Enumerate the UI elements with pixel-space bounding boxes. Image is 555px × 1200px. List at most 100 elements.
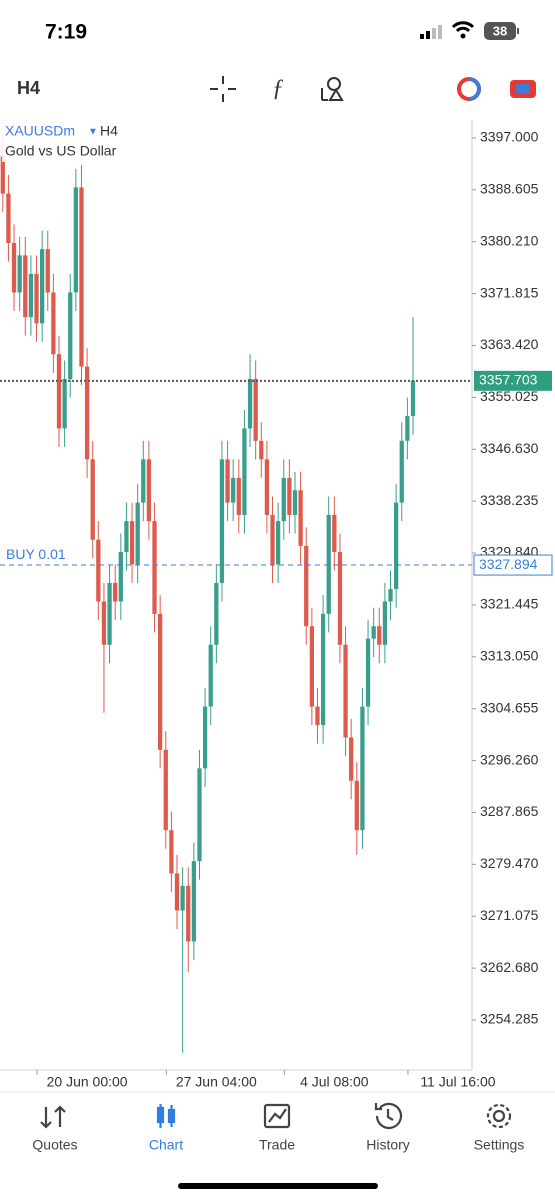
tab-icon[interactable]	[486, 1103, 512, 1129]
candle-body	[304, 545, 309, 627]
tab-icon[interactable]	[156, 1104, 176, 1128]
y-tick-label: 3321.445	[480, 596, 539, 612]
tab-icon[interactable]	[263, 1103, 291, 1129]
candle-body	[96, 539, 101, 602]
chart-subtitle: Gold vs US Dollar	[5, 143, 117, 159]
candle-body	[34, 273, 39, 324]
candle-body	[219, 459, 225, 583]
tab-label[interactable]: Chart	[149, 1137, 183, 1153]
y-tick-label: 3380.210	[480, 232, 539, 248]
candle-body	[320, 613, 326, 726]
order-label: BUY 0.01	[6, 546, 66, 562]
header-bg	[2, 122, 152, 162]
order-price-label: 3327.894	[479, 556, 538, 572]
y-tick-label: 3388.605	[480, 181, 539, 197]
candle-body	[129, 521, 135, 565]
tab-label[interactable]: Settings	[474, 1137, 525, 1153]
candle-body	[315, 706, 320, 726]
candle-body	[40, 249, 45, 324]
candle-body	[163, 749, 168, 831]
x-tick-label: 27 Jun 04:00	[176, 1074, 257, 1090]
candle-body	[410, 380, 416, 417]
indicators-tool[interactable]: ƒ	[272, 76, 284, 102]
candle-body	[0, 156, 5, 194]
account-icon[interactable]	[457, 77, 481, 101]
candle-body	[231, 477, 236, 503]
candle-body	[242, 428, 247, 515]
tab-icon[interactable]	[374, 1102, 403, 1130]
candle-body	[56, 354, 62, 429]
candle-body	[253, 378, 258, 441]
candle-body	[270, 514, 275, 565]
candle-body	[382, 601, 388, 645]
icon	[159, 1104, 173, 1128]
candle-body	[326, 514, 331, 614]
candle-body	[247, 378, 253, 429]
candle-body	[337, 552, 343, 645]
candle-body	[141, 459, 146, 503]
candle-body	[202, 706, 208, 769]
y-tick-label: 3338.235	[480, 492, 539, 508]
candle-body	[6, 193, 11, 243]
icon	[492, 1109, 506, 1123]
candle-body	[332, 514, 337, 553]
battery-level: 38	[493, 23, 507, 38]
candle-body	[107, 582, 112, 645]
y-tick-label: 3271.075	[480, 907, 539, 923]
tab-label[interactable]: History	[366, 1137, 410, 1153]
candle-body	[349, 737, 354, 781]
x-tick-label: 20 Jun 00:00	[47, 1074, 128, 1090]
candle-body	[135, 502, 140, 565]
status-time: 7:19	[45, 21, 87, 44]
candle-body	[28, 273, 34, 318]
candle-body	[11, 242, 17, 293]
x-tick-label: 4 Jul 08:00	[300, 1074, 369, 1090]
candle-body	[17, 255, 22, 293]
y-tick-label: 3313.050	[480, 648, 539, 664]
candle-body	[169, 830, 174, 874]
candle-body	[394, 502, 399, 590]
tab-label[interactable]: Trade	[259, 1137, 295, 1153]
y-tick-label: 3371.815	[480, 284, 539, 300]
candle-body	[292, 490, 298, 515]
candle-body	[68, 292, 73, 379]
candle-body	[62, 378, 67, 429]
y-tick-label: 3346.630	[480, 440, 539, 456]
candle-body	[90, 459, 95, 540]
candle-body	[354, 780, 359, 831]
timeframe-button[interactable]: H4	[17, 78, 40, 98]
candle-body	[309, 626, 314, 707]
candle-body	[208, 644, 213, 707]
candle-body	[259, 440, 264, 460]
candle-body	[45, 249, 50, 293]
candle-body	[343, 644, 348, 738]
x-tick-label: 11 Jul 16:00	[420, 1074, 495, 1090]
tab-bar: Quotes Chart Trade History Settings	[0, 1091, 555, 1153]
tab-icon[interactable]	[40, 1105, 66, 1129]
symbol-dropdown: ▼	[88, 127, 98, 138]
y-tick-label: 3296.260	[480, 751, 539, 767]
y-tick-label: 3262.680	[480, 959, 539, 975]
candle-body	[101, 601, 107, 645]
candle-body	[191, 861, 196, 942]
status-icons	[420, 21, 519, 40]
candle-body	[365, 638, 371, 707]
candle-body	[298, 490, 303, 546]
icon	[263, 1103, 291, 1129]
home-indicator	[178, 1183, 378, 1189]
icon	[374, 1102, 403, 1130]
tab-label[interactable]: Quotes	[32, 1137, 77, 1153]
order-price-tag	[473, 554, 553, 576]
objects-tool[interactable]	[321, 77, 344, 101]
candle-body	[118, 552, 123, 602]
candle-body	[158, 613, 163, 750]
chart: 3397.000 3388.605 3380.210 3371.815 3363.420…	[0, 120, 553, 1090]
candle-body	[124, 521, 129, 553]
chart-symbol[interactable]: XAUUSDm	[5, 123, 75, 139]
crosshair-tool[interactable]	[210, 76, 236, 102]
candle-body	[377, 626, 382, 645]
candle-body	[225, 459, 230, 503]
trade-icon[interactable]	[510, 80, 536, 98]
candle-body	[399, 440, 404, 503]
y-tick-label: 3279.470	[480, 855, 539, 871]
